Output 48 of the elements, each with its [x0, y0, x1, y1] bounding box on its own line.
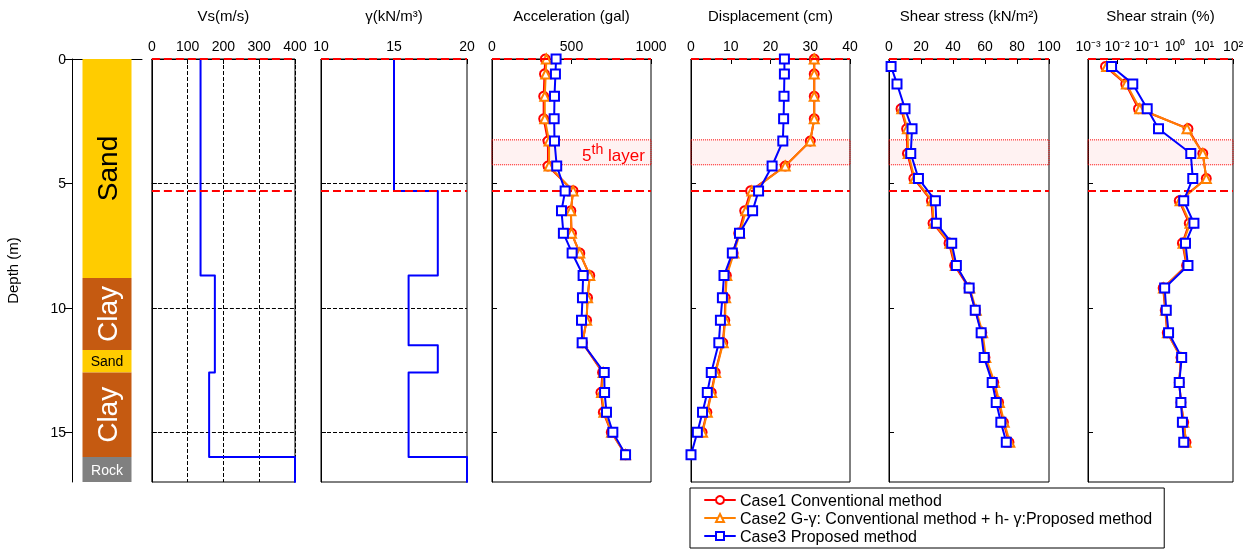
x-tick-label: 60 — [977, 38, 993, 54]
series-label: Clay — [91, 286, 123, 343]
x-tick-label: 80 — [1009, 38, 1025, 54]
x-axis-title: Shear stress (kN/m²) — [899, 7, 1039, 24]
x-axis-title: Vs(m/s) — [197, 7, 250, 24]
x-tick-label: 500 — [559, 38, 584, 54]
y-tick-label: 0 — [58, 51, 67, 67]
band-label: 5$^{th}$ layer — [582, 140, 645, 165]
x-tick-label: 10⁻¹ — [1133, 38, 1159, 54]
x-axis-title: γ(kN/m³) — [365, 7, 423, 24]
x-tick-label: 10⁰ — [1164, 38, 1186, 54]
legend-label: Case1 Conventional method — [740, 491, 942, 509]
x-tick-label: 0 — [147, 38, 156, 54]
x-tick-label: 1000 — [635, 38, 667, 54]
x-tick-label: 10⁻³ — [1075, 38, 1101, 54]
y-tick-label: 10 — [50, 299, 67, 316]
x-tick-label: 20 — [762, 38, 779, 54]
x-axis-title: Displacement (cm) — [707, 7, 834, 24]
x-tick-label: 10¹ — [1193, 38, 1215, 54]
series-label: Sand — [91, 135, 123, 202]
x-tick-label: 400 — [283, 38, 307, 54]
series-label: Clay — [91, 386, 123, 443]
legend-label: Case3 Proposed method — [740, 527, 917, 545]
x-axis-title: Shear strain (%) — [1106, 7, 1215, 24]
x-tick-label: 0 — [687, 38, 696, 54]
series-label: Sand — [90, 353, 124, 370]
x-tick-label: 15 — [386, 38, 402, 54]
x-axis-title: Acceleration (gal) — [513, 7, 630, 24]
x-tick-label: 40 — [945, 38, 961, 54]
x-tick-label: 10² — [1222, 38, 1244, 54]
x-tick-label: 100 — [1037, 38, 1061, 54]
x-tick-label: 10⁻² — [1104, 38, 1130, 54]
series-label: Rock — [91, 461, 124, 478]
x-tick-label: 10 — [313, 38, 329, 54]
y-axis-title: Depth (m) — [4, 237, 21, 304]
x-tick-label: 0 — [885, 38, 894, 54]
x-tick-label: 40 — [842, 38, 858, 54]
y-tick-label: 5 — [58, 175, 67, 192]
y-tick-label: 15 — [50, 424, 67, 441]
x-tick-label: 200 — [211, 38, 236, 54]
x-tick-label: 300 — [247, 38, 272, 54]
x-tick-label: 100 — [175, 38, 200, 54]
x-tick-label: 0 — [488, 38, 497, 54]
x-tick-label: 20 — [459, 38, 475, 54]
x-tick-label: 10 — [722, 38, 739, 54]
x-tick-label: 20 — [913, 38, 929, 54]
x-tick-label: 30 — [802, 38, 819, 54]
legend-label: Case2 G-γ: Conventional method + h- γ:Proposed method — [740, 509, 1153, 527]
